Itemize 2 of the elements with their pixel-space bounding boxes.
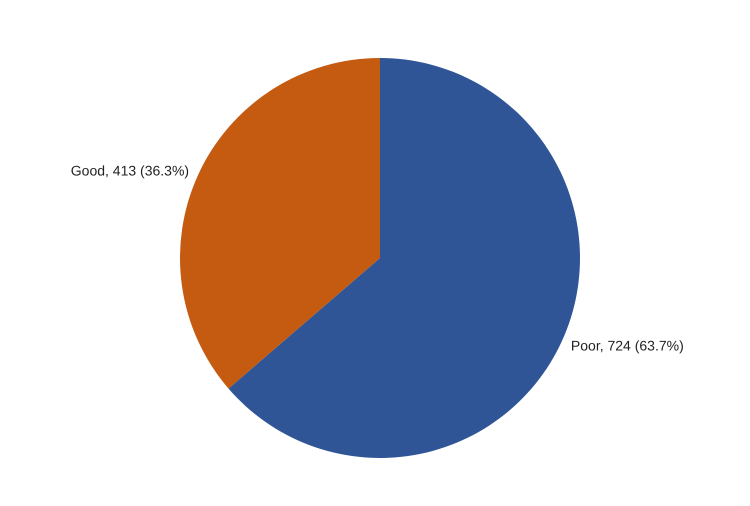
slice-label: Poor, 724 (63.7%) [570,337,684,354]
slice-label: Good, 413 (36.3%) [70,162,190,179]
